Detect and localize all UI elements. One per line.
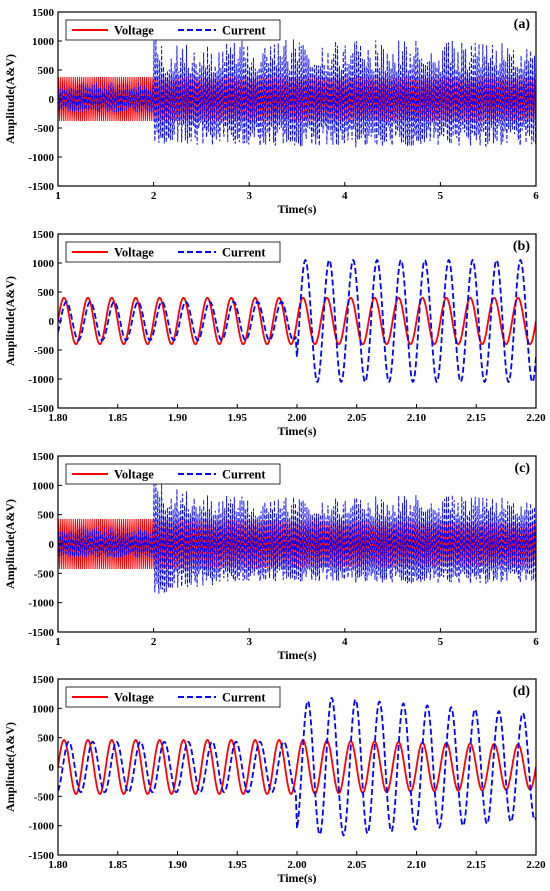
y-tick-label: 1500 [32,229,55,241]
legend: Voltage Current [65,19,281,41]
y-tick-label: -1500 [28,181,54,193]
x-axis-label: Time(s) [277,202,316,216]
x-axis-label: Time(s) [277,871,316,885]
x-tick-label: 1.80 [48,412,68,424]
x-tick-label: 6 [533,190,539,202]
x-tick-label: 2.15 [467,859,487,871]
x-tick-label: 2.05 [347,859,367,871]
legend-voltage-label: Voltage [114,24,154,38]
x-tick-label: 3 [246,636,252,648]
legend-box [65,463,281,485]
y-tick-label: 500 [38,733,55,745]
panel-3: 1 2 3 4 5 6 -1500 -1000 -500 0 500 1000 1500 Time(s) A… [3,451,539,662]
legend-box [65,19,281,41]
x-tick-label: 2.15 [467,412,487,424]
y-tick-label: -1500 [28,627,54,639]
legend-voltage-label: Voltage [114,468,154,482]
x-tick-label: 4 [342,190,348,202]
legend: Voltage Current [65,241,281,263]
legend-current-label: Current [222,246,266,260]
panel-1: 1 2 3 4 5 6 -1500 -1000 -500 0 500 1000 1500 Time(s) A… [3,7,539,216]
y-tick-label: 500 [38,287,55,299]
y-tick-label: -500 [34,345,55,357]
series-current-line [58,477,536,594]
panel-label: (c) [514,461,530,476]
series-voltage-line [58,296,536,346]
y-tick-label: 0 [49,762,55,774]
x-tick-label: 6 [533,636,539,648]
y-axis-label: Amplitude(A&V) [3,499,17,589]
y-tick-label: 0 [49,94,55,106]
x-tick-label: 5 [438,636,444,648]
x-tick-label: 2.10 [407,412,427,424]
y-tick-label: -500 [34,791,55,803]
y-tick-label: -1000 [28,374,54,386]
x-tick-label: 3 [246,190,252,202]
y-tick-label: -1500 [28,850,54,862]
panel-4: 1.80 1.85 1.90 1.95 2.00 2.05 2.10 2.15 2.20 -150… [3,674,546,885]
y-tick-label: -500 [34,123,55,135]
x-tick-label: 1.90 [168,412,188,424]
x-tick-label: 2.00 [287,412,307,424]
y-tick-label: 500 [38,65,55,77]
y-tick-label: 1000 [32,36,55,48]
y-axis-label: Amplitude(A&V) [3,276,17,366]
panel-2: 1.80 1.85 1.90 1.95 2.00 2.05 2.10 2.15 2.20 -150… [3,229,546,438]
y-tick-label: 1500 [32,674,55,686]
y-tick-label: -1000 [28,152,54,164]
x-tick-label: 2.00 [287,859,307,871]
y-tick-label: -1500 [28,403,54,415]
x-tick-label: 2 [151,636,157,648]
x-tick-label: 1 [55,190,61,202]
x-tick-label: 1.90 [168,859,188,871]
panel-label: (b) [513,239,530,254]
x-axis-label: Time(s) [277,648,316,662]
x-tick-label: 2 [151,190,157,202]
x-tick-label: 2.10 [407,859,427,871]
legend-current-label: Current [222,691,266,705]
x-axis-label: Time(s) [277,424,316,438]
legend: Voltage Current [65,463,281,485]
y-tick-label: 0 [49,539,55,551]
legend-box [65,241,281,263]
series-current-line [58,39,536,148]
x-tick-label: 1.95 [228,859,248,871]
legend-voltage-label: Voltage [114,246,154,260]
x-tick-label: 1.80 [48,859,68,871]
series-voltage-line [58,739,536,795]
y-tick-label: -1000 [28,598,54,610]
x-tick-label: 1 [55,636,61,648]
y-tick-label: 1500 [32,7,55,19]
y-tick-label: 1000 [32,258,55,270]
y-tick-label: 1000 [32,480,55,492]
legend: Voltage Current [65,686,281,708]
y-tick-label: 1500 [32,451,55,463]
y-axis-label: Amplitude(A&V) [3,54,17,144]
x-tick-label: 2.20 [526,412,546,424]
x-tick-label: 1.95 [228,412,248,424]
legend-current-label: Current [222,468,266,482]
x-tick-label: 4 [342,636,348,648]
legend-box [65,686,281,708]
x-tick-label: 1.85 [108,859,128,871]
y-axis-label: Amplitude(A&V) [3,722,17,812]
y-tick-label: 500 [38,510,55,522]
legend-current-label: Current [222,24,266,38]
y-tick-label: -1000 [28,821,54,833]
x-tick-label: 2.05 [347,412,367,424]
x-tick-label: 1.85 [108,412,128,424]
panel-label: (a) [514,17,531,32]
panel-label: (d) [513,684,530,699]
x-tick-label: 5 [438,190,444,202]
y-tick-label: -500 [34,568,55,580]
x-tick-label: 2.20 [526,859,546,871]
legend-voltage-label: Voltage [114,691,154,705]
y-tick-label: 0 [49,316,55,328]
y-tick-label: 1000 [32,703,55,715]
